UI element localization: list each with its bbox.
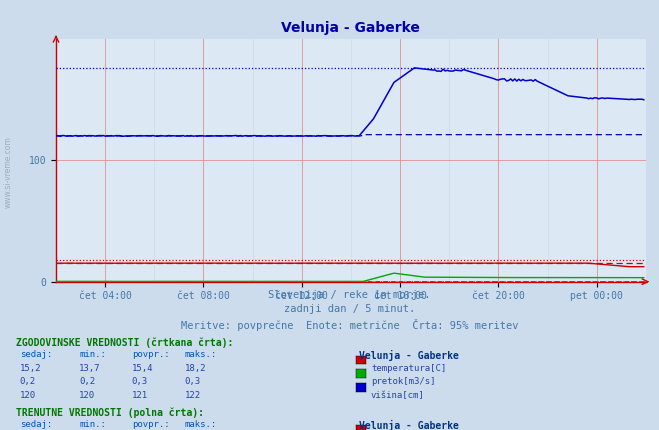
- Text: maks.:: maks.:: [185, 420, 217, 429]
- Text: 13,7: 13,7: [79, 364, 101, 373]
- Text: TRENUTNE VREDNOSTI (polna črta):: TRENUTNE VREDNOSTI (polna črta):: [16, 407, 204, 418]
- Text: 0,3: 0,3: [185, 378, 200, 387]
- Text: zadnji dan / 5 minut.: zadnji dan / 5 minut.: [283, 304, 415, 314]
- Text: min.:: min.:: [79, 420, 106, 429]
- Text: 122: 122: [185, 391, 200, 400]
- Text: ZGODOVINSKE VREDNOSTI (črtkana črta):: ZGODOVINSKE VREDNOSTI (črtkana črta):: [16, 338, 234, 348]
- Text: Slovenija / reke in morje.: Slovenija / reke in morje.: [268, 290, 430, 300]
- Text: 0,2: 0,2: [20, 378, 36, 387]
- Text: min.:: min.:: [79, 350, 106, 359]
- Text: www.si-vreme.com: www.si-vreme.com: [3, 136, 13, 208]
- Text: 18,2: 18,2: [185, 364, 206, 373]
- Text: sedaj:: sedaj:: [20, 420, 52, 429]
- Text: Velunja - Gaberke: Velunja - Gaberke: [359, 350, 459, 361]
- Text: Meritve: povprečne  Enote: metrične  Črta: 95% meritev: Meritve: povprečne Enote: metrične Črta:…: [181, 319, 518, 331]
- Text: sedaj:: sedaj:: [20, 350, 52, 359]
- Text: 15,2: 15,2: [20, 364, 42, 373]
- Text: povpr.:: povpr.:: [132, 420, 169, 429]
- Text: 0,2: 0,2: [79, 378, 95, 387]
- Text: povpr.:: povpr.:: [132, 350, 169, 359]
- Text: maks.:: maks.:: [185, 350, 217, 359]
- Title: Velunja - Gaberke: Velunja - Gaberke: [281, 21, 420, 35]
- Text: 0,3: 0,3: [132, 378, 148, 387]
- Text: 121: 121: [132, 391, 148, 400]
- Text: Velunja - Gaberke: Velunja - Gaberke: [359, 420, 459, 430]
- Text: 120: 120: [79, 391, 95, 400]
- Text: višina[cm]: višina[cm]: [371, 391, 425, 400]
- Text: 15,4: 15,4: [132, 364, 154, 373]
- Text: pretok[m3/s]: pretok[m3/s]: [371, 378, 436, 387]
- Text: 120: 120: [20, 391, 36, 400]
- Text: temperatura[C]: temperatura[C]: [371, 364, 446, 373]
